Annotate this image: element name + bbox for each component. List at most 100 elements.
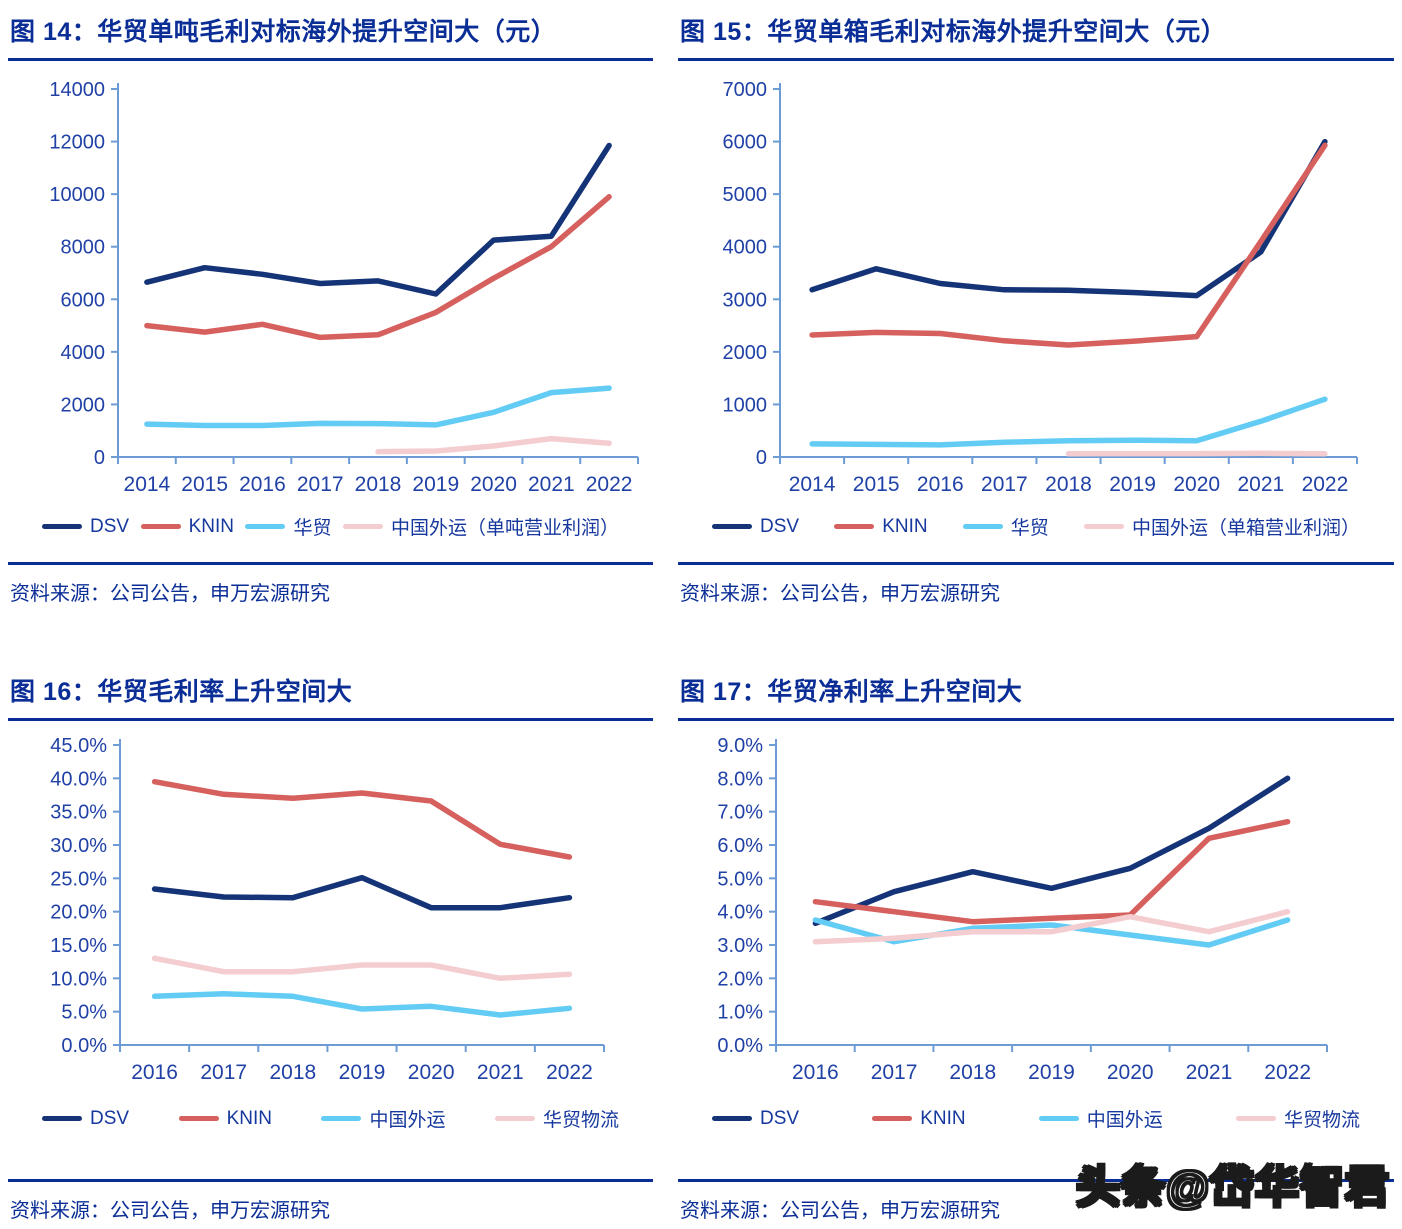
- x-tick-label: 2019: [1109, 473, 1156, 496]
- y-tick-label: 45.0%: [50, 735, 107, 757]
- x-tick-label: 2019: [1028, 1061, 1075, 1084]
- legend-label-dsv: DSV: [760, 1107, 800, 1129]
- figure-16-title: 图 16：华贸毛利率上升空间大: [8, 666, 653, 721]
- x-tick-label: 2018: [355, 473, 402, 496]
- x-tick-label: 2020: [1107, 1061, 1154, 1084]
- y-tick-label: 6000: [723, 132, 768, 154]
- legend-label-sinotrans: 中国外运: [1086, 1110, 1163, 1131]
- legend-item-huamao: 华贸: [245, 513, 331, 540]
- legend-label-dsv: DSV: [90, 1107, 130, 1129]
- legend-swatch-knin: [872, 1116, 913, 1121]
- x-tick-label: 2021: [528, 473, 575, 496]
- y-tick-label: 30.0%: [50, 835, 107, 857]
- x-tick-label: 2021: [1186, 1061, 1233, 1084]
- x-tick-label: 2022: [546, 1061, 593, 1084]
- series-line-knin: [151, 778, 573, 860]
- y-tick-label: 35.0%: [50, 802, 107, 824]
- y-tick-label: 4000: [723, 237, 768, 259]
- series-line-knin: [144, 194, 612, 341]
- legend-item-huamao-wuliu: 华贸物流: [494, 1105, 619, 1132]
- legend-swatch-dsv: [712, 1116, 752, 1121]
- legend-label-knin: KNIN: [920, 1107, 966, 1129]
- x-tick-label: 2017: [981, 473, 1028, 496]
- legend-item-knin: KNIN: [872, 1107, 966, 1130]
- legend-item-dsv: DSV: [712, 516, 799, 538]
- y-tick-label: 4000: [61, 342, 106, 364]
- legend-item-dsv: DSV: [42, 516, 129, 538]
- y-tick-label: 1000: [723, 394, 768, 416]
- series-line-dsv: [809, 138, 1328, 299]
- y-tick-label: 8.0%: [717, 768, 763, 790]
- figure-16-legend: DSV KNIN 中国外运 华贸物流: [8, 1105, 653, 1132]
- figure-17-legend: DSV KNIN 中国外运 华贸物流: [678, 1105, 1394, 1132]
- figure-14-chart: 0 2000 4000 6000 8000 10000 12000 14000 2014 2015…: [49, 79, 639, 496]
- y-tick-label: 20.0%: [50, 902, 107, 924]
- legend-item-sinotrans: 中国外运（单吨营业利润）: [342, 513, 619, 540]
- figure-15: 图 15：华贸单箱毛利对标海外提升空间大（元） 0 1000 2000 3000 400…: [678, 6, 1394, 606]
- y-tick-label: 2.0%: [717, 968, 763, 990]
- figure-15-legend: DSV KNIN 华贸 中国外运（单箱营业利润）: [678, 513, 1394, 540]
- y-tick-label: 0.0%: [61, 1035, 107, 1057]
- legend-label-sinotrans: 中国外运（单箱营业利润）: [1131, 518, 1360, 539]
- series-line-sinotrans: [151, 990, 573, 1018]
- figure-17-source: 资料来源：公司公告，申万宏源研究: [680, 1200, 1000, 1222]
- series-line-huamao: [144, 385, 612, 429]
- y-tick-label: 6.0%: [717, 835, 763, 857]
- y-tick-label: 0: [756, 447, 767, 469]
- y-tick-label: 4.0%: [717, 902, 763, 924]
- legend-item-sinotrans: 中国外运: [1038, 1105, 1163, 1132]
- y-tick-label: 8000: [61, 237, 106, 259]
- figure-14: 图 14：华贸单吨毛利对标海外提升空间大（元） 0 2000 4000 6000 800…: [8, 6, 653, 606]
- legend-label-huamao: 华贸: [1010, 518, 1049, 539]
- x-tick-label: 2016: [917, 473, 964, 496]
- legend-label-huamao-wuliu: 华贸物流: [542, 1110, 619, 1131]
- legend-swatch-huamao-wuliu: [494, 1116, 535, 1121]
- legend-label-huamao: 华贸: [293, 518, 332, 539]
- legend-item-huamao: 华贸: [962, 513, 1049, 540]
- figure-17: 图 17：华贸净利率上升空间大 0.0% 1.0% 2.0% 3.0% 4.0% 5.0%…: [678, 666, 1394, 1223]
- x-tick-label: 2019: [412, 473, 459, 496]
- y-tick-label: 12000: [49, 132, 105, 154]
- figure-14-source: 资料来源：公司公告，申万宏源研究: [10, 583, 330, 605]
- figure-17-title: 图 17：华贸净利率上升空间大: [678, 666, 1394, 721]
- x-tick-label: 2020: [408, 1061, 455, 1084]
- x-tick-label: 2017: [200, 1061, 247, 1084]
- legend-item-dsv: DSV: [712, 1108, 799, 1130]
- y-tick-label: 9.0%: [717, 735, 763, 757]
- x-tick-label: 2022: [586, 473, 633, 496]
- figure-14-divider: [8, 562, 653, 565]
- legend-item-knin: KNIN: [178, 1108, 272, 1130]
- figure-14-title: 图 14：华贸单吨毛利对标海外提升空间大（元）: [8, 6, 653, 61]
- series-line-knin: [809, 142, 1328, 348]
- legend-swatch-sinotrans: [342, 524, 383, 529]
- y-tick-label: 40.0%: [50, 768, 107, 790]
- y-tick-label: 5000: [723, 184, 768, 206]
- x-tick-label: 2017: [297, 473, 344, 496]
- series-line-huamao-wuliu: [812, 908, 1291, 945]
- series-line-dsv: [812, 775, 1291, 927]
- x-tick-label: 2020: [470, 473, 517, 496]
- series-line-knin: [812, 818, 1291, 925]
- y-tick-label: 7000: [723, 79, 768, 101]
- legend-swatch-huamao: [245, 524, 286, 529]
- y-tick-label: 2000: [61, 394, 106, 416]
- legend-item-knin: KNIN: [140, 515, 234, 538]
- legend-label-knin: KNIN: [188, 515, 234, 537]
- legend-swatch-huamao-wuliu: [1235, 1116, 1276, 1121]
- legend-swatch-knin: [140, 524, 181, 529]
- legend-swatch-dsv: [42, 1116, 82, 1121]
- x-tick-label: 2017: [871, 1061, 918, 1084]
- x-tick-label: 2015: [181, 473, 228, 496]
- y-tick-label: 3000: [723, 289, 768, 311]
- y-tick-label: 5.0%: [717, 868, 763, 890]
- x-tick-label: 2018: [949, 1061, 996, 1084]
- y-tick-label: 10000: [49, 184, 105, 206]
- legend-label-dsv: DSV: [90, 515, 130, 537]
- legend-item-knin: KNIN: [834, 516, 928, 538]
- y-tick-label: 3.0%: [717, 935, 763, 957]
- legend-item-huamao-wuliu: 华贸物流: [1235, 1105, 1360, 1132]
- watermark: 头条@岱华智君: [1075, 1162, 1390, 1214]
- legend-label-sinotrans: 中国外运（单吨营业利润）: [390, 518, 619, 539]
- legend-label-dsv: DSV: [760, 515, 800, 537]
